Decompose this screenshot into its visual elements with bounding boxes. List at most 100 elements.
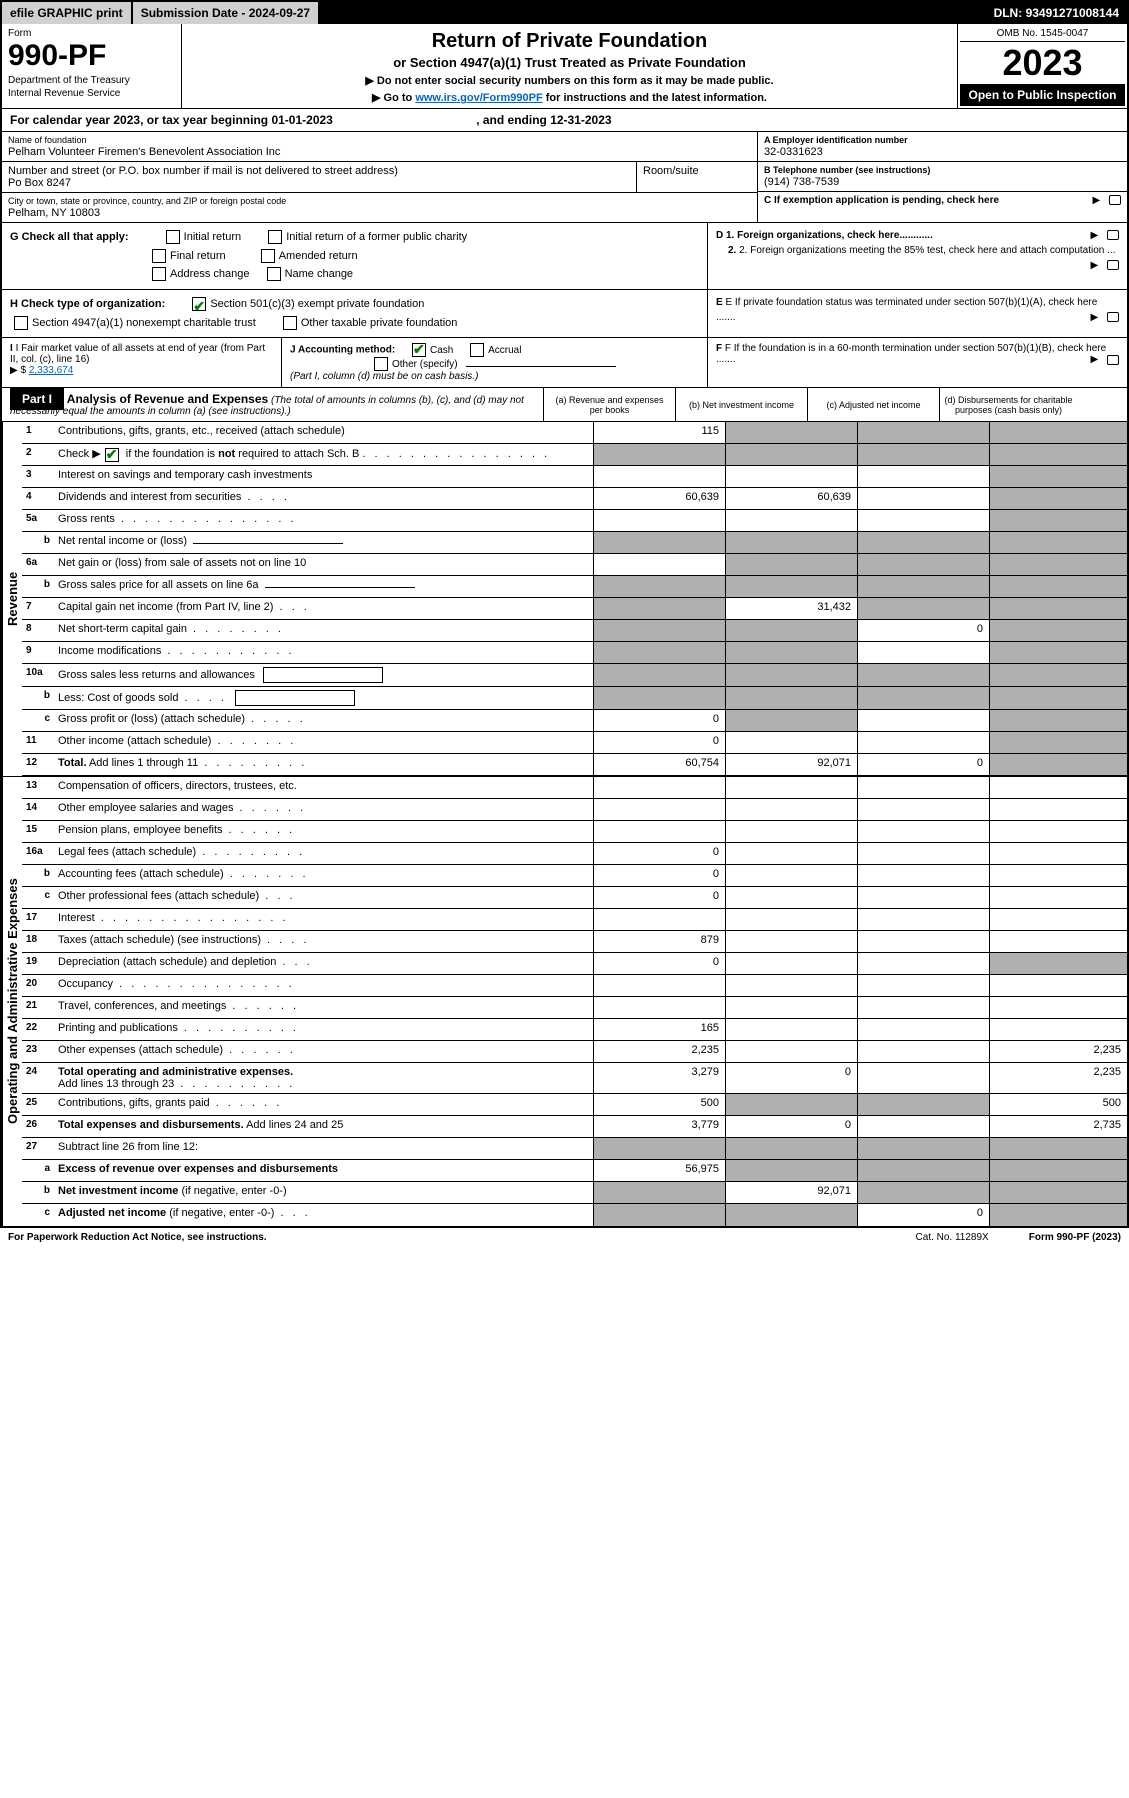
line-17: 17 Interest . . . . . . . . . . . . . . … — [22, 909, 1127, 931]
col-b — [726, 777, 858, 798]
cal-end: 12-31-2023 — [550, 113, 611, 127]
col-c — [858, 799, 990, 820]
col-d — [990, 843, 1127, 864]
line-desc: Pension plans, employee benefits . . . .… — [54, 821, 594, 842]
col-c — [858, 642, 990, 663]
line-desc: Net gain or (loss) from sale of assets n… — [54, 554, 594, 575]
line-desc: Legal fees (attach schedule) . . . . . .… — [54, 843, 594, 864]
line-desc: Subtract line 26 from line 12: — [54, 1138, 594, 1159]
d1-checkbox[interactable] — [1107, 230, 1119, 240]
col-d — [990, 1182, 1127, 1203]
col-a: 0 — [594, 732, 726, 753]
f-checkbox[interactable] — [1107, 355, 1119, 365]
initial-return-checkbox[interactable] — [166, 230, 180, 244]
line-num: 24 — [22, 1063, 54, 1093]
addr-change-checkbox[interactable] — [152, 267, 166, 281]
form-number: 990-PF — [8, 39, 175, 73]
line-desc: Check ▶ if the foundation is not require… — [54, 444, 594, 465]
ssn-note: ▶ Do not enter social security numbers o… — [192, 74, 947, 87]
amended-checkbox[interactable] — [261, 249, 275, 263]
dln-label: DLN: — [994, 6, 1026, 20]
col-a — [594, 777, 726, 798]
other-taxable-checkbox[interactable] — [283, 316, 297, 330]
line-desc: Total expenses and disbursements. Add li… — [54, 1116, 594, 1137]
revenue-section: Revenue 1 Contributions, gifts, grants, … — [2, 422, 1127, 776]
col-b — [726, 843, 858, 864]
part1-title: Analysis of Revenue and Expenses — [67, 392, 268, 406]
col-d — [990, 576, 1127, 597]
schb-checkbox[interactable] — [105, 448, 119, 462]
e-checkbox[interactable] — [1107, 312, 1119, 322]
col-b — [726, 953, 858, 974]
col-d — [990, 642, 1127, 663]
col-d — [990, 931, 1127, 952]
line-desc: Compensation of officers, directors, tru… — [54, 777, 594, 798]
col-c — [858, 997, 990, 1018]
col-a: 60,639 — [594, 488, 726, 509]
col-a — [594, 620, 726, 641]
fmv-value[interactable]: 2,333,674 — [29, 365, 74, 376]
inline-field[interactable] — [193, 543, 343, 544]
col-a — [594, 799, 726, 820]
inline-field[interactable] — [235, 690, 355, 706]
cal-mid: , and ending — [476, 113, 550, 127]
calendar-year-row: For calendar year 2023, or tax year begi… — [2, 109, 1127, 132]
col-c — [858, 422, 990, 443]
line-15: 15 Pension plans, employee benefits . . … — [22, 821, 1127, 843]
line-10c: c Gross profit or (loss) (attach schedul… — [22, 710, 1127, 732]
name-label: Name of foundation — [8, 135, 751, 145]
paperwork-notice: For Paperwork Reduction Act Notice, see … — [8, 1232, 267, 1243]
other-method-checkbox[interactable] — [374, 357, 388, 371]
accrual-checkbox[interactable] — [470, 343, 484, 357]
initial-former-checkbox[interactable] — [268, 230, 282, 244]
ein-label: A Employer identification number — [764, 135, 1121, 145]
ein-cell: A Employer identification number 32-0331… — [758, 132, 1127, 162]
line-num: c — [22, 710, 54, 731]
other-specify-line[interactable] — [466, 366, 616, 367]
line-desc: Depreciation (attach schedule) and deple… — [54, 953, 594, 974]
col-d — [990, 1160, 1127, 1181]
line-desc: Capital gain net income (from Part IV, l… — [54, 598, 594, 619]
submission-value: 2024-09-27 — [249, 6, 310, 20]
col-b — [726, 1094, 858, 1115]
col-a: 3,279 — [594, 1063, 726, 1093]
line-desc: Total operating and administrative expen… — [54, 1063, 594, 1093]
501c3-checkbox[interactable] — [192, 297, 206, 311]
final-return-checkbox[interactable] — [152, 249, 166, 263]
line-16b: b Accounting fees (attach schedule) . . … — [22, 865, 1127, 887]
line-16a: 16a Legal fees (attach schedule) . . . .… — [22, 843, 1127, 865]
col-a: 56,975 — [594, 1160, 726, 1181]
line-desc: Other professional fees (attach schedule… — [54, 887, 594, 908]
line-num: 10a — [22, 664, 54, 686]
col-c — [858, 576, 990, 597]
col-c — [858, 554, 990, 575]
col-b — [726, 466, 858, 487]
other-method-label: Other (specify) — [392, 359, 458, 370]
city-cell: City or town, state or province, country… — [2, 193, 757, 222]
line-num: 7 — [22, 598, 54, 619]
line-10a: 10a Gross sales less returns and allowan… — [22, 664, 1127, 687]
col-b — [726, 887, 858, 908]
initial-return-label: Initial return — [184, 231, 241, 243]
col-b: 92,071 — [726, 1182, 858, 1203]
goto-post: for instructions and the latest informat… — [543, 92, 767, 104]
cal-begin: 01-01-2023 — [271, 113, 332, 127]
inline-field[interactable] — [265, 587, 415, 588]
form-ref: Form 990-PF (2023) — [1029, 1232, 1121, 1243]
j-label: J Accounting method: — [290, 345, 395, 356]
form-label: Form — [8, 28, 175, 39]
h-label: H Check type of organization: — [10, 298, 165, 310]
col-b — [726, 1204, 858, 1226]
inline-field[interactable] — [263, 667, 383, 683]
cal-pre: For calendar year 2023, or tax year begi… — [10, 113, 271, 127]
c-checkbox[interactable] — [1109, 195, 1121, 205]
irs-link[interactable]: www.irs.gov/Form990PF — [415, 92, 542, 104]
name-change-checkbox[interactable] — [267, 267, 281, 281]
4947-checkbox[interactable] — [14, 316, 28, 330]
line-desc: Occupancy . . . . . . . . . . . . . . . — [54, 975, 594, 996]
line-27a: a Excess of revenue over expenses and di… — [22, 1160, 1127, 1182]
col-a: 0 — [594, 887, 726, 908]
d2-checkbox[interactable] — [1107, 260, 1119, 270]
cash-checkbox[interactable] — [412, 343, 426, 357]
addr-change-label: Address change — [170, 268, 250, 280]
